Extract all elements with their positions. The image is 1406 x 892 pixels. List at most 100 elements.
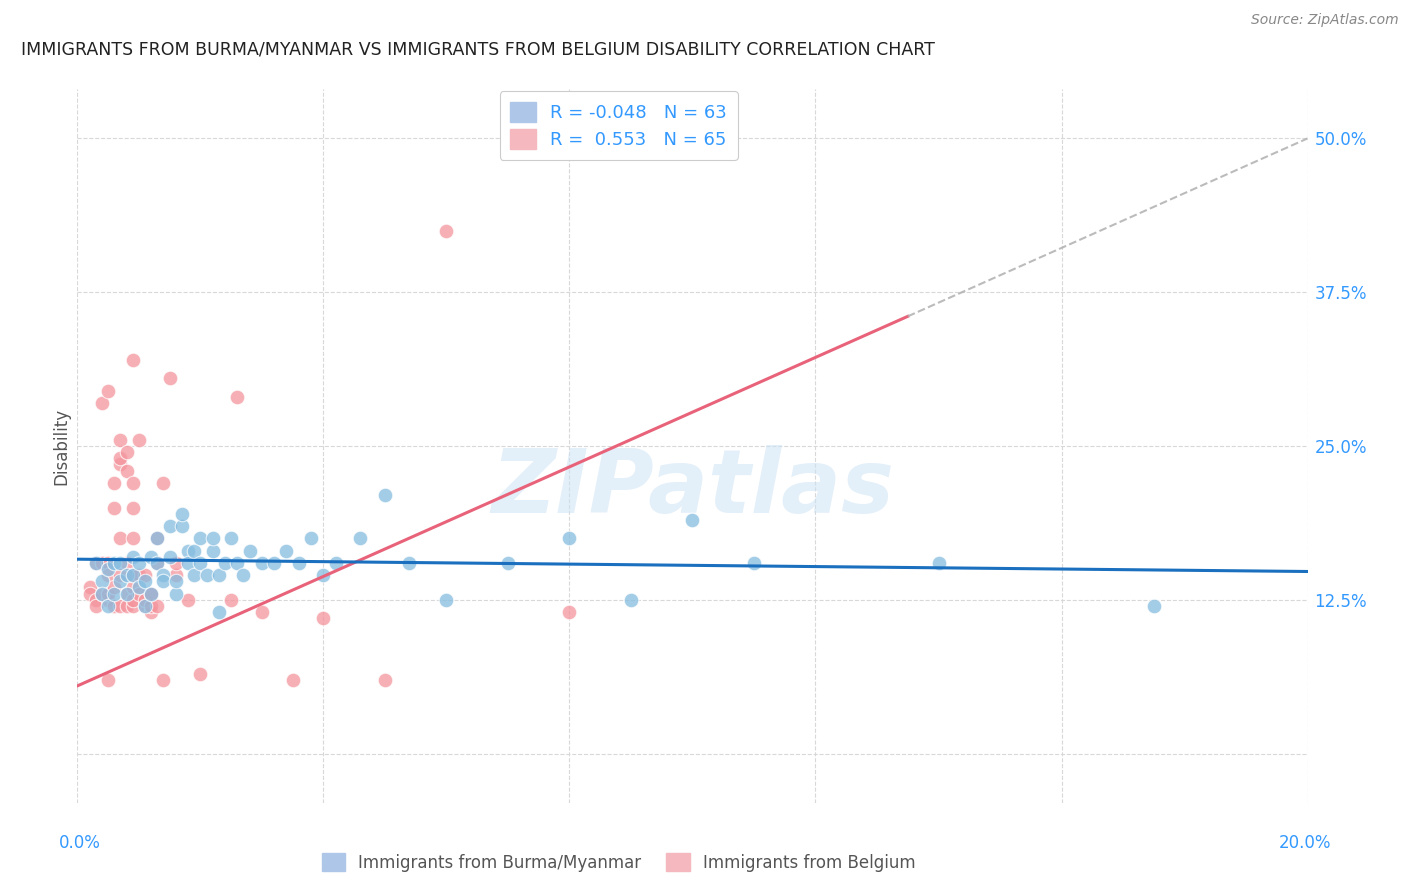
Point — [141, 599, 163, 613]
Point — [374, 488, 396, 502]
Point — [620, 592, 643, 607]
Point — [183, 543, 205, 558]
Point — [110, 531, 132, 545]
Point — [90, 587, 114, 601]
Point — [121, 500, 143, 515]
Point — [103, 581, 125, 595]
Point — [312, 611, 335, 625]
Point — [141, 549, 163, 564]
Point — [159, 549, 181, 564]
Point — [103, 500, 125, 515]
Point — [103, 599, 125, 613]
Point — [170, 507, 193, 521]
Point — [110, 458, 132, 472]
Point — [97, 673, 120, 687]
Point — [165, 568, 187, 582]
Legend: Immigrants from Burma/Myanmar, Immigrants from Belgium: Immigrants from Burma/Myanmar, Immigrant… — [314, 845, 924, 880]
Point — [97, 592, 120, 607]
Point — [97, 562, 120, 576]
Point — [121, 581, 143, 595]
Point — [90, 574, 114, 589]
Point — [226, 390, 249, 404]
Point — [188, 531, 212, 545]
Point — [121, 568, 143, 582]
Point — [121, 475, 143, 490]
Point — [128, 568, 150, 582]
Text: Source: ZipAtlas.com: Source: ZipAtlas.com — [1251, 13, 1399, 28]
Point — [110, 451, 132, 466]
Point — [128, 581, 150, 595]
Point — [146, 556, 169, 570]
Point — [232, 568, 254, 582]
Point — [115, 587, 138, 601]
Point — [84, 592, 107, 607]
Point — [201, 531, 224, 545]
Point — [159, 519, 181, 533]
Point — [146, 531, 169, 545]
Point — [103, 475, 125, 490]
Text: 20.0%: 20.0% — [1278, 834, 1331, 852]
Point — [208, 605, 231, 619]
Point — [115, 556, 138, 570]
Point — [214, 556, 236, 570]
Point — [121, 531, 143, 545]
Point — [103, 556, 125, 570]
Point — [90, 587, 114, 601]
Point — [134, 574, 156, 589]
Point — [219, 531, 242, 545]
Point — [79, 581, 101, 595]
Point — [188, 556, 212, 570]
Point — [141, 587, 163, 601]
Point — [115, 599, 138, 613]
Point — [121, 549, 143, 564]
Point — [682, 513, 704, 527]
Point — [177, 592, 200, 607]
Point — [110, 556, 132, 570]
Point — [84, 556, 107, 570]
Point — [436, 592, 458, 607]
Point — [188, 666, 212, 681]
Point — [90, 556, 114, 570]
Point — [128, 556, 150, 570]
Point — [97, 599, 120, 613]
Point — [165, 587, 187, 601]
Point — [97, 568, 120, 582]
Point — [195, 568, 218, 582]
Point — [146, 531, 169, 545]
Point — [141, 587, 163, 601]
Point — [115, 464, 138, 478]
Point — [121, 592, 143, 607]
Text: IMMIGRANTS FROM BURMA/MYANMAR VS IMMIGRANTS FROM BELGIUM DISABILITY CORRELATION : IMMIGRANTS FROM BURMA/MYANMAR VS IMMIGRA… — [21, 40, 935, 58]
Point — [146, 599, 169, 613]
Point — [110, 574, 132, 589]
Point — [299, 531, 322, 545]
Point — [183, 568, 205, 582]
Point — [84, 599, 107, 613]
Point — [128, 433, 150, 447]
Point — [201, 543, 224, 558]
Point — [152, 673, 174, 687]
Point — [165, 556, 187, 570]
Point — [250, 605, 273, 619]
Point — [97, 384, 120, 398]
Point — [170, 519, 193, 533]
Point — [159, 371, 181, 385]
Point — [374, 673, 396, 687]
Point — [103, 587, 125, 601]
Point — [121, 352, 143, 367]
Point — [152, 475, 174, 490]
Point — [325, 556, 347, 570]
Point — [110, 568, 132, 582]
Point — [436, 224, 458, 238]
Point — [97, 587, 120, 601]
Point — [742, 556, 765, 570]
Point — [97, 556, 120, 570]
Point — [146, 556, 169, 570]
Point — [121, 568, 143, 582]
Point — [79, 587, 101, 601]
Point — [177, 556, 200, 570]
Point — [219, 592, 242, 607]
Point — [115, 568, 138, 582]
Point — [349, 531, 371, 545]
Point — [121, 599, 143, 613]
